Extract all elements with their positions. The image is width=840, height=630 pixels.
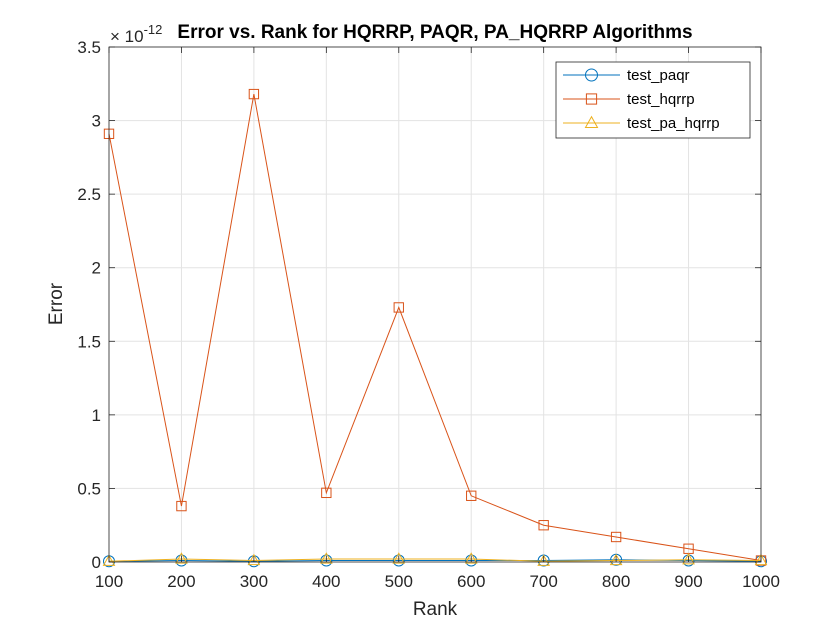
legend-label: test_pa_hqrrp: [627, 115, 720, 132]
x-tick-label: 100: [95, 572, 123, 591]
data-point-test_pa_hqrrp: [175, 552, 188, 564]
series-test_pa_hqrrp: [102, 552, 768, 566]
series-test_hqrrp: [103, 88, 767, 566]
data-point-test_pa_hqrrp: [754, 553, 768, 566]
x-tick-label: 300: [240, 572, 268, 591]
legend-label: test_hqrrp: [627, 91, 695, 108]
x-tick-label: 700: [529, 572, 557, 591]
y-tick-label: 1: [92, 406, 101, 425]
data-point-test_pa_hqrrp: [102, 554, 116, 566]
x-tick-label: 200: [167, 572, 195, 591]
ticks: [108, 46, 762, 563]
x-tick-label: 800: [602, 572, 630, 591]
legend-marker: [585, 93, 598, 105]
x-tick-label: 500: [385, 572, 413, 591]
data-point-test_pa_hqrrp: [247, 553, 261, 566]
data-point-test_pa_hqrrp: [609, 553, 623, 566]
y-tick-label: 2.5: [77, 185, 101, 204]
y-tick-labels: 0 0.5 1 1.5 2 2.5 3 3.5: [77, 38, 101, 572]
chart-title: Error vs. Rank for HQRRP, PAQR, PA_HQRRP…: [177, 22, 692, 43]
y-tick-label: 0.5: [77, 479, 101, 498]
x-axis-label: Rank: [413, 599, 458, 620]
data-point-test_paqr: [175, 554, 188, 567]
y-tick-label: 2: [92, 259, 101, 278]
y-tick-label: 3.5: [77, 38, 101, 57]
x-tick-label: 400: [312, 572, 340, 591]
data-point-test_hqrrp: [538, 520, 549, 531]
legend-item-test_pa_hqrrp[interactable]: test_pa_hqrrp: [563, 115, 720, 132]
data-point-test_pa_hqrrp: [537, 554, 551, 566]
data-point-test_hqrrp: [248, 88, 260, 100]
data-point-test_hqrrp: [610, 531, 622, 543]
data-point-test_paqr: [320, 554, 333, 567]
y-exponent-label: × 10-12: [110, 22, 162, 46]
y-axis-label: Error: [46, 282, 67, 325]
y-tick-label: 0: [92, 553, 101, 572]
series-line-test_hqrrp: [108, 94, 762, 562]
data-point-test_hqrrp: [321, 487, 332, 499]
legend-marker: [585, 68, 598, 82]
data-point-test_hqrrp: [466, 490, 477, 501]
legend-marker: [584, 115, 599, 128]
data-point-test_pa_hqrrp: [392, 552, 406, 564]
legend-item-test_hqrrp[interactable]: test_hqrrp: [563, 91, 695, 108]
x-tick-labels: 100 200 300 400 500 600 700 800 900 1000: [95, 572, 780, 591]
data-point-test_pa_hqrrp: [464, 552, 478, 564]
y-tick-label: 1.5: [77, 332, 101, 351]
y-tick-label: 3: [92, 112, 101, 131]
x-tick-label: 600: [457, 572, 485, 591]
data-point-test_pa_hqrrp: [682, 552, 695, 565]
data-point-test_hqrrp: [176, 500, 187, 512]
data-point-test_paqr: [392, 554, 405, 567]
legend-label: test_paqr: [627, 67, 690, 84]
data-point-test_pa_hqrrp: [319, 552, 333, 564]
legend[interactable]: test_paqr test_hqrrp test_pa_hqrrp: [555, 61, 751, 139]
x-tick-label: 1000: [742, 572, 780, 591]
legend-item-test_paqr[interactable]: test_paqr: [563, 67, 690, 84]
series-line-test_pa_hqrrp: [108, 558, 762, 562]
legend-entries: test_paqr test_hqrrp test_pa_hqrrp: [563, 67, 720, 132]
data-point-test_paqr: [465, 554, 478, 567]
axes-box: [108, 46, 762, 563]
x-tick-label: 900: [674, 572, 702, 591]
data-point-test_hqrrp: [393, 302, 404, 313]
